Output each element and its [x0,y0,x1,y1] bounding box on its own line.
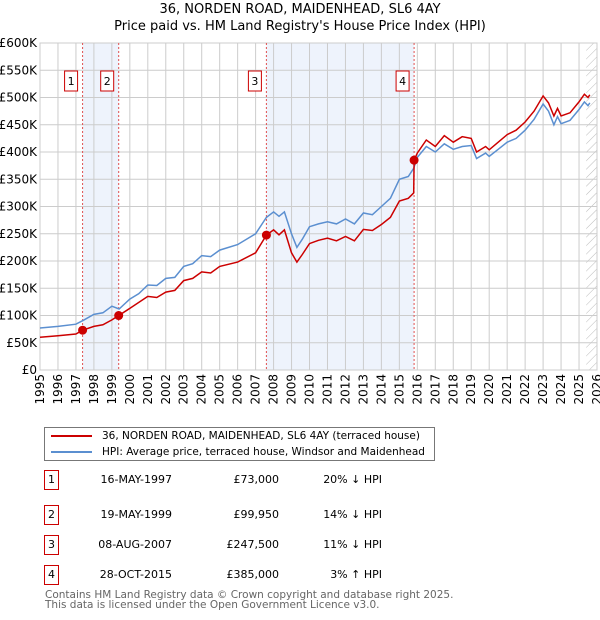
sale-number: 1 [44,470,59,490]
legend: 36, NORDEN ROAD, MAIDENHEAD, SL6 4AY (te… [44,427,435,461]
x-tick-label: 2002 [159,374,173,405]
sale-price: £99,950 [233,508,280,521]
y-tick-label: £150K [0,281,38,295]
x-tick-label: 2020 [482,374,496,405]
sale-row: 3 08-AUG-2007 £247,500 11% ↓ HPI [44,535,464,555]
x-tick-label: 2021 [500,374,514,405]
x-tick-label: 2006 [231,374,245,405]
legend-item-property: 36, NORDEN ROAD, MAIDENHEAD, SL6 4AY (te… [51,428,420,444]
sale-date: 08-AUG-2007 [98,538,172,551]
sale-label-box [247,70,262,92]
sale-price: £73,000 [233,473,280,486]
sale-label-box [100,70,115,92]
sale-label-number: 3 [251,75,258,88]
plot-border [39,42,598,371]
y-tick-label: £200K [0,254,38,268]
sale-point [78,325,88,335]
x-tick-label: 1996 [51,374,65,405]
footer-copyright: Contains HM Land Registry data © Crown c… [45,589,454,601]
x-tick-label: 2023 [536,374,550,405]
sale-label-number: 1 [68,75,75,88]
y-tick-label: £450K [0,118,38,132]
x-tick-label: 2004 [195,374,209,405]
x-tick-label: 2014 [374,374,388,405]
x-tick-label: 2000 [123,374,137,405]
property-price-line [39,93,591,339]
sale-price: £385,000 [226,568,280,581]
y-tick-label: £100K [0,309,38,323]
sale-row: 2 19-MAY-1999 £99,950 14% ↓ HPI [44,505,464,525]
x-tick-label: 2001 [141,374,155,405]
chart-title: 36, NORDEN ROAD, MAIDENHEAD, SL6 4AY [159,2,441,17]
x-tick-label: 2026 [590,374,600,405]
sale-hpi-diff: 14% ↓ HPI [323,508,382,521]
y-tick-label: £300K [0,200,38,214]
x-tick-label: 2015 [392,374,406,405]
sale-number: 4 [44,565,59,585]
sale-date: 16-MAY-1997 [100,473,172,486]
x-tick-label: 1997 [69,374,83,405]
legend-item-hpi: HPI: Average price, terraced house, Wind… [51,444,425,460]
x-tick-label: 2012 [338,374,352,405]
x-tick-label: 2007 [249,374,263,405]
sale-number: 3 [44,535,59,555]
x-tick-label: 2025 [572,374,586,405]
sale-point [114,311,124,321]
hpi-line [39,100,591,329]
y-tick-label: £400K [0,145,38,159]
footer: Contains HM Land Registry data © Crown c… [45,589,454,611]
legend-swatch-hpi [51,451,92,453]
y-tick-label: £0 [22,363,37,377]
sale-label-number: 4 [399,75,406,88]
x-tick-label: 2019 [464,374,478,405]
x-tick-label: 2009 [285,374,299,405]
x-tick-label: 2011 [320,374,334,405]
x-tick-label: 1998 [87,374,101,405]
sale-price: £247,500 [226,538,280,551]
legend-label-hpi: HPI: Average price, terraced house, Wind… [102,446,425,458]
x-tick-label: 2013 [356,374,370,405]
x-tick-label: 2024 [554,374,568,405]
sale-label-box [395,70,410,92]
y-tick-label: £550K [0,63,38,77]
sale-point [261,230,271,240]
legend-swatch-property [51,435,92,437]
x-tick-label: 1999 [105,374,119,405]
sale-number: 2 [44,505,59,525]
x-tick-label: 2010 [303,374,317,405]
y-tick-label: £250K [0,227,38,241]
footer-licence: This data is licensed under the Open Gov… [45,599,380,611]
sale-hpi-diff: 3% ↑ HPI [330,568,382,581]
legend-label-property: 36, NORDEN ROAD, MAIDENHEAD, SL6 4AY (te… [102,430,420,442]
sale-row: 1 16-MAY-1997 £73,000 20% ↓ HPI [44,470,464,490]
x-tick-label: 2022 [518,374,532,405]
price-chart: £0 £50K £100K £150K £200K £250K £300K £350K £400… [0,36,600,405]
sale-label-number: 2 [104,75,111,88]
x-tick-label: 2018 [446,374,460,405]
x-tick-label: 2017 [428,374,442,405]
x-tick-label: 2008 [267,374,281,405]
sale-point [409,155,419,165]
sale-date: 19-MAY-1999 [100,508,172,521]
x-tick-label: 2005 [213,374,227,405]
x-tick-label: 2003 [177,374,191,405]
sale-hpi-diff: 11% ↓ HPI [323,538,382,551]
sale-date: 28-OCT-2015 [99,568,172,581]
y-tick-label: £350K [0,172,38,186]
sale-hpi-diff: 20% ↓ HPI [323,473,382,486]
y-tick-label: £600K [0,36,38,50]
y-tick-label: £500K [0,91,38,105]
x-tick-label: 2016 [410,374,424,405]
x-tick-label: 1995 [33,374,47,405]
sale-label-box [64,70,79,92]
sale-row: 4 28-OCT-2015 £385,000 3% ↑ HPI [44,565,464,585]
chart-subtitle: Price paid vs. HM Land Registry's House … [114,19,486,34]
y-tick-label: £50K [6,336,38,350]
